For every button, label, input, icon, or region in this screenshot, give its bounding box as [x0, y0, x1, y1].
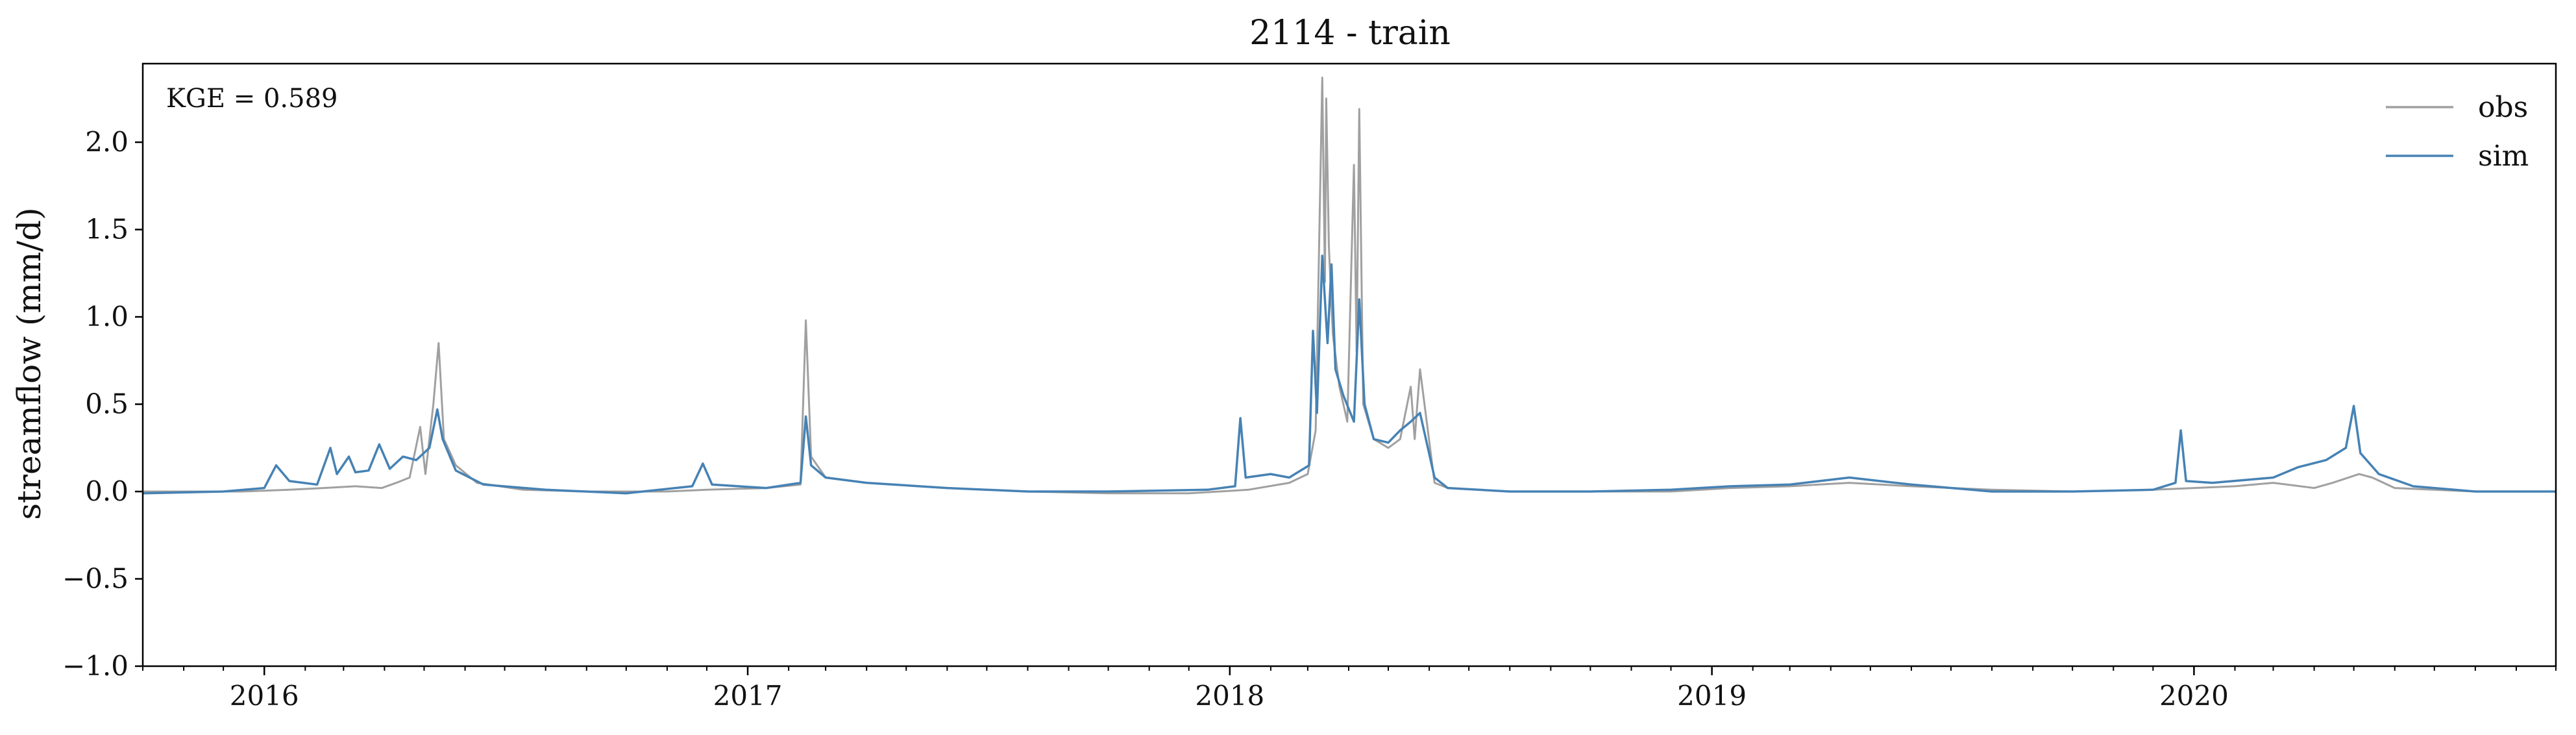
x-tick-label: 2017	[713, 680, 783, 712]
y-tick-label: −0.5	[62, 563, 129, 595]
x-tick-label: 2018	[1195, 680, 1264, 712]
legend-label-obs: obs	[2478, 91, 2528, 124]
legend-label-sim: sim	[2478, 140, 2529, 173]
series-line-obs	[143, 77, 2556, 495]
plot-frame	[141, 62, 2557, 667]
chart-title: 2114 - train	[1249, 14, 1451, 53]
series-line-sim	[143, 255, 2556, 495]
kge-annotation: KGE = 0.589	[166, 84, 338, 114]
x-tick-label: 2019	[1677, 680, 1747, 712]
y-tick-label: 0.0	[85, 475, 129, 507]
y-axis-label: streamflow (mm/d)	[10, 207, 48, 519]
series-layer	[143, 77, 2556, 495]
y-tick-label: 1.0	[85, 301, 129, 332]
x-tick-label: 2016	[230, 680, 299, 712]
y-tick-label: 2.0	[85, 126, 129, 158]
y-axis: −1.0 −0.5 0.0 0.5 1.0 1.5 2.0	[62, 126, 143, 682]
x-tick-label: 2020	[2159, 680, 2229, 712]
y-tick-label: 1.5	[85, 214, 129, 245]
y-tick-label: 0.5	[85, 388, 129, 420]
x-axis: 2016 2017 2018 2019 2020	[142, 666, 2557, 712]
legend: obs sim	[2386, 91, 2529, 173]
y-tick-label: −1.0	[62, 650, 129, 682]
